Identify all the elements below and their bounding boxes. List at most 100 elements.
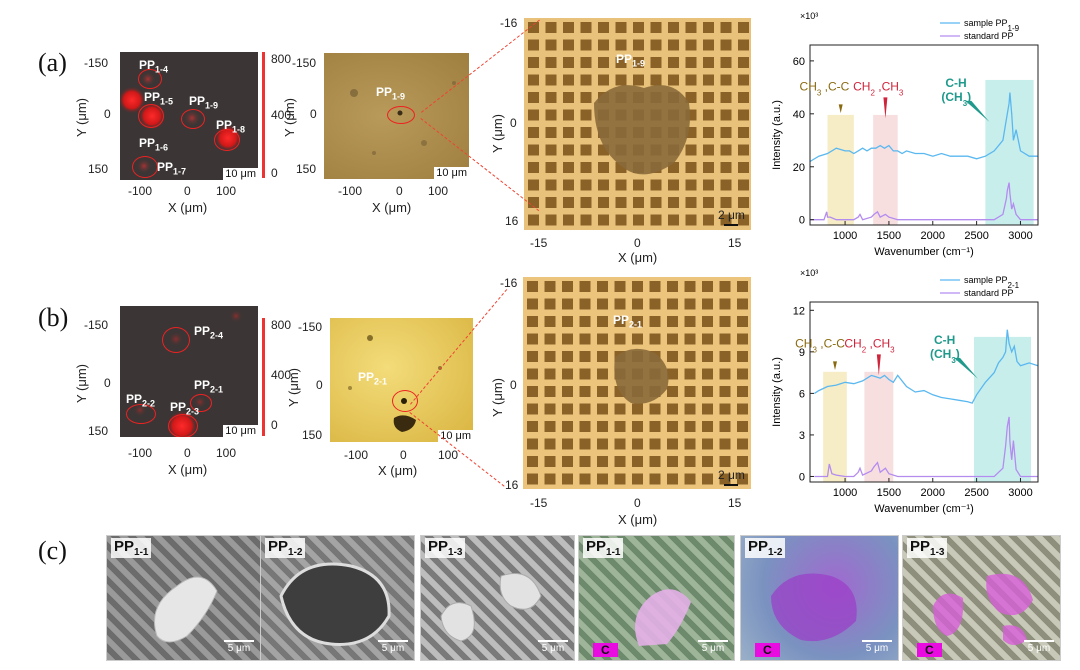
particle-label: PP1-8 [216,118,246,135]
axis-multiplier: ×10³ [800,268,818,278]
x-tick: 15 [728,496,742,510]
scale-bar: 5 μm [698,640,728,654]
y-tick-label: 12 [793,305,805,317]
optical-texture [348,335,442,432]
colorbar-b [262,318,265,436]
series-line [810,182,1038,221]
x-tick: 100 [438,448,459,462]
annotation-arrow [876,354,881,376]
assignment-band [823,371,847,482]
scale-bar-label: 10 μm [223,425,258,437]
colorbar-tick: 0 [271,166,278,180]
x-tick: -100 [344,448,369,462]
peak-annotation: CH3 ,C-C [795,336,845,354]
plot-frame [809,44,1039,226]
x-tick: 100 [428,184,449,198]
raman-map-b: PP2-4 PP2-1 PP2-2 PP2-3 10 μm [120,306,258,437]
y-axis-label: Intensity (a.u.) [771,357,783,427]
scale-bar [724,484,738,486]
raman-spectrum-a: 1000 1500 2000 2500 3000 0 20 40 60 Wavenumber (c… [771,11,1039,258]
peak-annotation: C-H [934,333,955,347]
scale-bar-label: 10 μm [223,168,258,180]
x-tick: -100 [128,184,153,198]
y-tick: -150 [84,318,109,332]
particle-label: PP1-9 [376,85,406,102]
y-tick: 0 [316,378,323,392]
legend-label: sample PP1-9 [964,18,1020,33]
x-tick-label: 1000 [833,230,857,242]
y-tick-label: 3 [799,430,805,442]
particle-label: PP1-9 [616,52,646,69]
scale-bar: 5 μm [538,640,568,654]
y-tick: -16 [500,276,518,290]
x-tick: 0 [634,236,641,250]
legend-label: sample PP2-1 [964,275,1020,290]
x-tick-label: 1500 [877,230,901,242]
y-tick-label: 20 [793,162,805,174]
particle-label: PP1-6 [139,136,169,153]
x-tick: 0 [400,448,407,462]
particle-label: PP2-1 [613,313,643,330]
element-badge: C [917,643,942,657]
particle-label: PP1-7 [157,160,187,177]
element-badge: C [593,643,618,657]
particle-circle [138,69,162,89]
particle-shape [154,576,218,643]
legend-label: standard PP [964,288,1014,298]
particle-label: PP2-3 [170,400,200,417]
x-tick-label: 2500 [964,230,988,242]
plot-frame [809,301,1039,483]
peak-annotation: C-H [945,76,966,90]
y-tick-label: 9 [799,347,805,359]
assignment-band [864,371,894,482]
x-tick-label: 2000 [921,230,945,242]
y-tick: 0 [310,107,317,121]
particle-label: PP1-9 [189,94,219,111]
sem-image: PP1-3 5 μm [420,535,575,661]
particle-label: PP2-1 [194,378,224,395]
x-axis-label: X (μm) [168,200,208,215]
assignment-band [873,114,898,225]
colorbar-a [262,52,265,178]
annotation-arrow [965,100,990,122]
raman-spectrum-b: 1000 1500 2000 2500 3000 0 3 6 9 12 Wavenumber (cm… [771,268,1039,515]
y-tick: 0 [104,107,111,121]
x-tick: -100 [338,184,363,198]
y-axis-label: Y (μm) [490,113,506,154]
particle-circle [387,106,415,124]
x-axis-label: Wavenumber (cm⁻¹) [874,503,974,515]
y-tick: 150 [88,424,109,438]
annotation-arrow [832,361,837,371]
y-tick: 16 [505,214,519,228]
x-tick-label: 2000 [921,487,945,499]
sem-label: PP1-1 [583,538,624,558]
x-tick: 100 [216,446,237,460]
x-axis-label: Wavenumber (cm⁻¹) [874,246,974,258]
y-tick: 150 [296,162,317,176]
y-tick: -150 [84,56,109,70]
x-tick-label: 3000 [1008,487,1032,499]
sem-label: PP1-2 [745,538,786,558]
sem-image: PP1-1 5 μm [106,535,261,661]
x-tick-label: 3000 [1008,230,1032,242]
assignment-band [827,114,854,225]
y-tick-label: 40 [793,109,805,121]
scale-bar-label: 10 μm [434,167,469,179]
series-line [814,416,1038,478]
peak-annotation: (CH3) [930,347,960,365]
particle-label: PP2-1 [358,370,388,387]
raman-map-a: PP1-4 PP1-5 PP1-9 PP1-8 PP1-6 PP1-7 10 μ… [120,52,258,180]
particle-circle [190,394,212,412]
particle-shape [635,589,691,646]
peak-annotation: CH3 ,C-C [800,79,850,97]
x-tick: 0 [396,184,403,198]
x-tick: 0 [634,496,641,510]
x-axis-label: X (μm) [618,250,658,265]
colorbar-tick: 800 [271,52,292,66]
scale-bar: 5 μm [224,640,254,654]
colorbar-tick: 400 [271,368,292,382]
panel-label-b: (b) [38,303,69,332]
y-tick-label: 6 [799,388,805,400]
x-tick: 0 [184,446,191,460]
x-tick: -100 [128,446,153,460]
